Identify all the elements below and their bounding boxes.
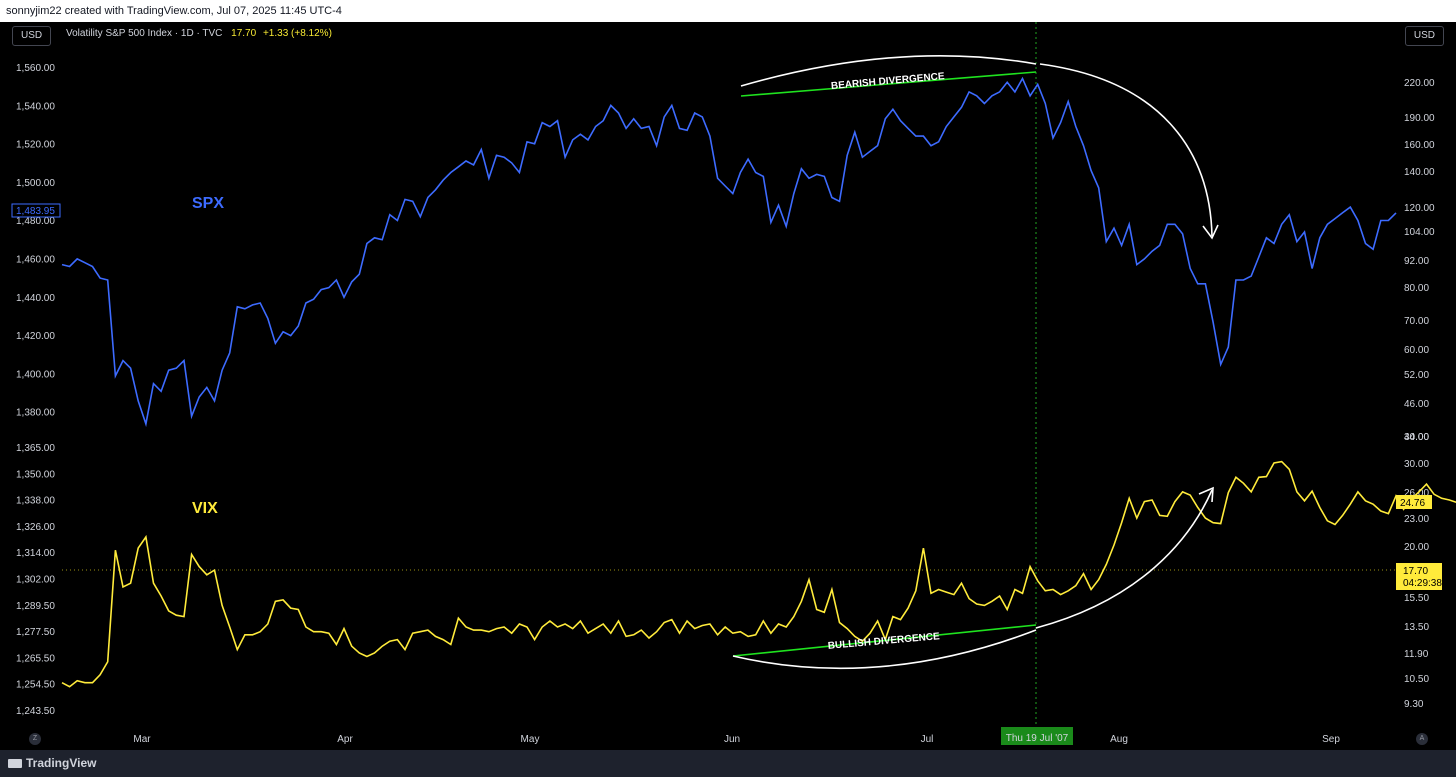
- vix-countdown: 04:29:38: [1403, 578, 1442, 589]
- currency-button-right[interactable]: USD: [1404, 26, 1444, 46]
- vix-last-tag-box: [1396, 563, 1442, 590]
- vix-last-tag: 17.70: [1403, 566, 1428, 577]
- down-arrow-curve: [1039, 63, 1213, 237]
- right-axis-label: 190.00: [1404, 113, 1435, 124]
- left-axis-label: 1,380.00: [16, 408, 55, 419]
- right-axis-label: 70.00: [1404, 316, 1429, 327]
- x-axis-label: Mar: [133, 734, 151, 745]
- bearish-divergence-line: [740, 71, 1037, 97]
- attribution-bar: sonnyjim22 created with TradingView.com,…: [0, 0, 1456, 22]
- x-axis-label: Jul: [921, 734, 934, 745]
- left-axis-label: 1,338.00: [16, 496, 55, 507]
- right-axis-label: 20.00: [1404, 542, 1429, 553]
- left-axis-label: 1,460.00: [16, 255, 55, 266]
- crosshair-date-label: Thu 19 Jul '07: [1006, 733, 1069, 744]
- spx-price-tag-box: [11, 203, 61, 218]
- right-axis-label: 140.00: [1404, 167, 1435, 178]
- right-axis-label: 9.30: [1404, 699, 1424, 710]
- x-axis-label: Jun: [724, 734, 740, 745]
- legend-last: 17.70: [231, 28, 257, 39]
- spx-series-line: [61, 76, 1397, 428]
- left-axis-label: 1,326.00: [16, 522, 55, 533]
- right-axis-label: 23.00: [1404, 514, 1429, 525]
- vix-series-line: [61, 460, 1456, 688]
- left-axis-label: 1,500.00: [16, 178, 55, 189]
- left-axis-label: 1,350.00: [16, 469, 55, 480]
- right-axis-label: 13.50: [1404, 622, 1429, 633]
- price-chart[interactable]: 1,560.00 1,540.00 1,520.00 1,500.00 1,480.00…: [0, 22, 1456, 750]
- right-axis-label: 120.00: [1404, 203, 1435, 214]
- right-axis-label: 46.00: [1404, 399, 1429, 410]
- right-axis-label: 80.00: [1404, 283, 1429, 294]
- left-axis-label: 1,254.50: [16, 680, 55, 691]
- left-axis-label: 1,314.00: [16, 548, 55, 559]
- spx-label: SPX: [192, 195, 224, 212]
- crosshair-date-box: [1001, 727, 1073, 745]
- auto-scale-button[interactable]: A: [1416, 733, 1428, 745]
- right-axis-label: 92.00: [1404, 256, 1429, 267]
- x-axis-label: Sep: [1322, 734, 1340, 745]
- left-axis-label: 1,289.50: [16, 601, 55, 612]
- footer-bar: TradingView: [0, 750, 1456, 777]
- right-axis-label: 15.50: [1404, 593, 1429, 604]
- right-axis-label: 40.00: [1404, 432, 1429, 443]
- left-axis-label: 1,243.50: [16, 706, 55, 717]
- currency-button-left[interactable]: USD: [12, 26, 52, 46]
- bullish-divergence-line: [732, 624, 1037, 657]
- left-axis-label: 1,302.00: [16, 575, 55, 586]
- brand-text: TradingView: [26, 756, 97, 770]
- right-axis-label: 60.00: [1404, 345, 1429, 356]
- zoom-button[interactable]: Z: [29, 733, 41, 745]
- symbol-legend: Volatility S&P 500 Index · 1D · TVC 17.7…: [66, 28, 332, 39]
- x-axis-label: Aug: [1110, 734, 1128, 745]
- up-arrow-head: [1198, 486, 1214, 503]
- bearish-divergence-text: BEARISH DIVERGENCE: [831, 71, 946, 92]
- right-axis-label: 52.00: [1404, 370, 1429, 381]
- up-arrow-curve: [1035, 489, 1213, 629]
- bearish-arc: [740, 54, 1037, 87]
- left-axis-label: 1,400.00: [16, 369, 55, 380]
- left-axis-label: 1,277.50: [16, 627, 55, 638]
- tradingview-logo: TradingView: [8, 756, 96, 770]
- tradingview-icon: [8, 759, 22, 769]
- left-axis-label: 1,420.00: [16, 331, 55, 342]
- x-axis-label: Apr: [337, 734, 353, 745]
- left-axis-label: 1,365.00: [16, 443, 55, 454]
- legend-name: Volatility S&P 500 Index · 1D · TVC: [66, 28, 223, 39]
- left-axis-label: 1,440.00: [16, 293, 55, 304]
- vix-price-tag-box: [1396, 495, 1432, 509]
- right-axis-label: 160.00: [1404, 140, 1435, 151]
- left-axis-label: 1,480.00: [16, 216, 55, 227]
- down-arrow-head: [1202, 224, 1219, 240]
- left-axis-label: 1,560.00: [16, 63, 55, 74]
- legend-change: +1.33 (+8.12%): [262, 28, 332, 39]
- right-axis-label: 220.00: [1404, 78, 1435, 89]
- attribution-text: sonnyjim22 created with TradingView.com,…: [6, 5, 342, 17]
- bullish-arc: [732, 629, 1037, 670]
- right-axis-label: 104.00: [1404, 227, 1435, 238]
- left-axis-label: 1,540.00: [16, 101, 55, 112]
- left-axis-label: 1,265.50: [16, 653, 55, 664]
- bullish-divergence-text: BULLISH DIVERGENCE: [827, 631, 940, 652]
- vix-label: VIX: [192, 500, 218, 517]
- right-axis-label: 11.90: [1404, 649, 1429, 660]
- x-axis-label: May: [521, 734, 540, 745]
- vix-price-tag: 24.76: [1400, 498, 1425, 509]
- right-axis-label: 34.00: [1404, 432, 1429, 443]
- right-axis-label: 10.50: [1404, 674, 1429, 685]
- spx-price-tag: 1,483.95: [16, 206, 55, 217]
- left-axis-label: 1,520.00: [16, 140, 55, 151]
- right-axis-label: 30.00: [1404, 459, 1429, 470]
